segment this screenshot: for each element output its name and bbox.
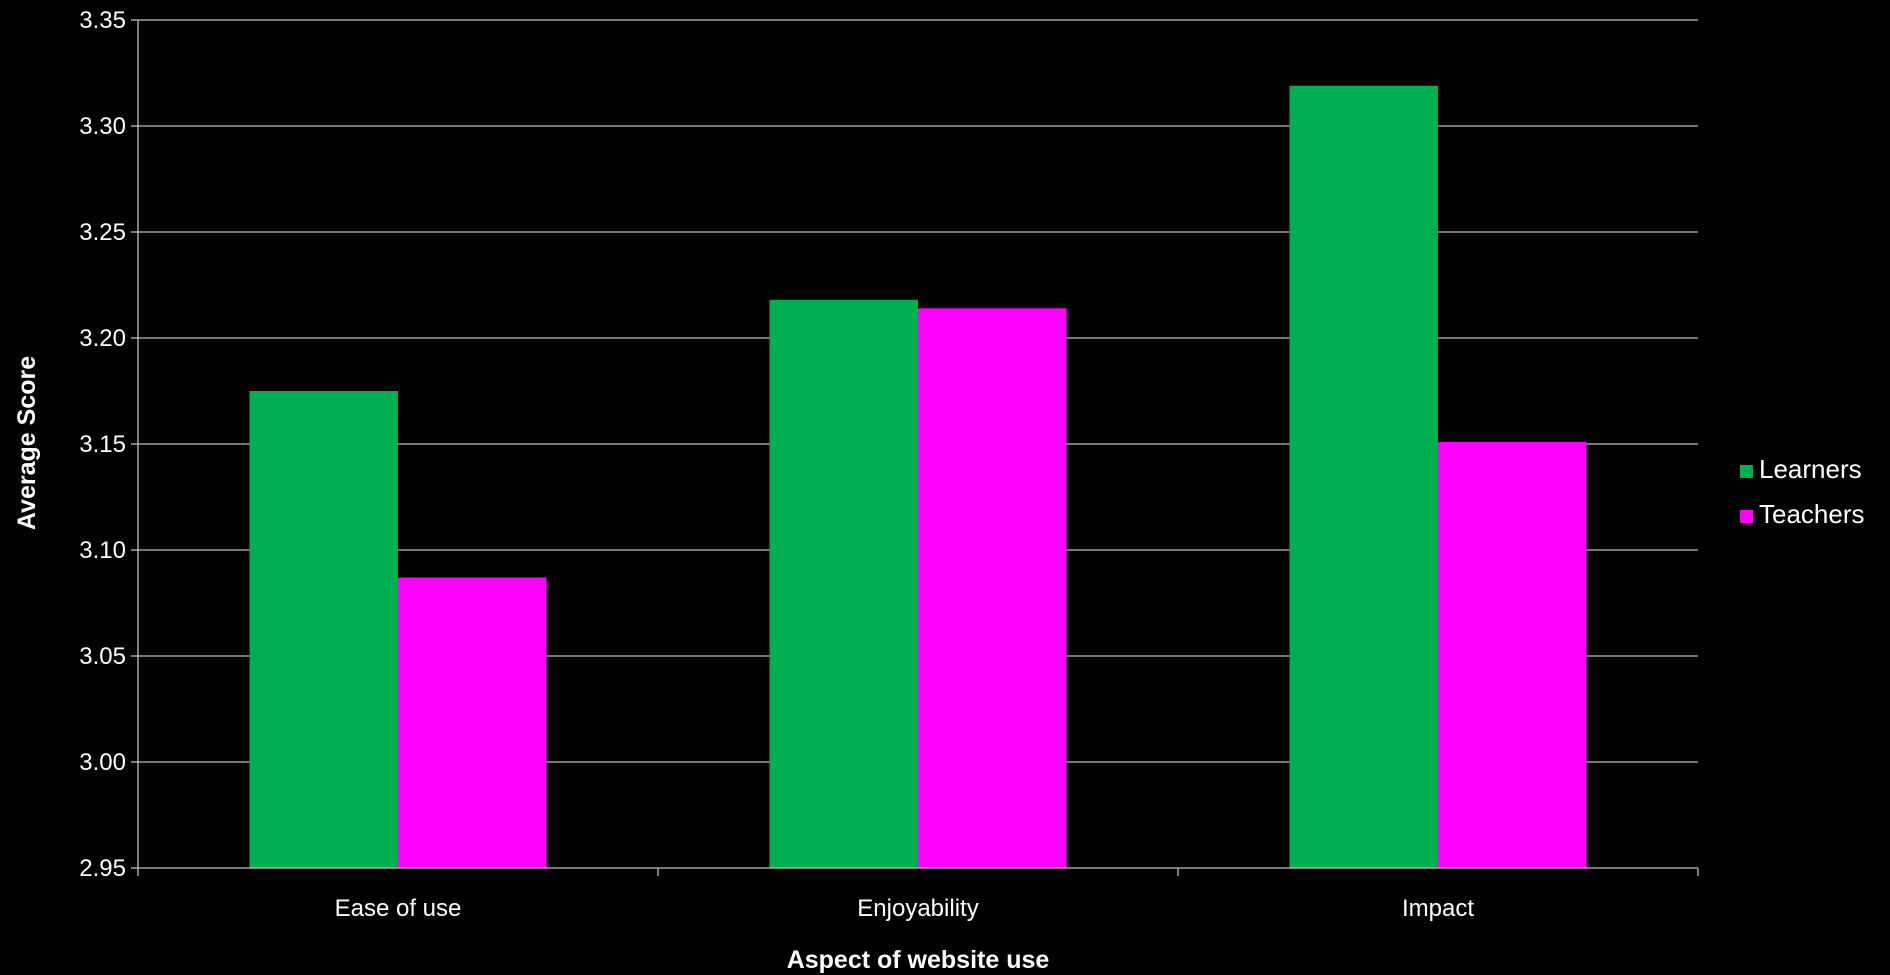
x-tick-label: Impact [1402, 895, 1474, 922]
legend-swatch-learners [1740, 465, 1753, 478]
bars [249, 85, 1587, 869]
y-tick-label: 3.15 [79, 431, 126, 458]
legend-label-learners: Learners [1759, 454, 1862, 484]
y-axis-title: Average Score [13, 356, 41, 530]
bar-learners-3 [1289, 85, 1438, 869]
y-tick-labels: 2.95 3.00 3.05 3.10 3.15 3.20 3.25 3.30 3.35 [79, 7, 126, 882]
y-tick-label: 3.30 [79, 113, 126, 140]
y-tick-label: 3.25 [79, 219, 126, 246]
axes [131, 19, 1699, 876]
legend: Learners Teachers [1740, 454, 1865, 529]
bar-teachers-3 [1438, 441, 1587, 868]
legend-swatch-teachers [1740, 510, 1753, 523]
x-axis-title: Aspect of website use [787, 946, 1050, 974]
bar-teachers-1 [398, 577, 547, 868]
x-tick-labels: Ease of use Enjoyability Impact [335, 895, 1475, 922]
y-tick-label: 3.20 [79, 325, 126, 352]
bar-learners-1 [249, 391, 398, 868]
y-tick-label: 2.95 [79, 855, 126, 882]
legend-label-teachers: Teachers [1759, 499, 1865, 529]
y-tick-label: 3.00 [79, 749, 126, 776]
bar-teachers-2 [918, 308, 1067, 868]
y-tick-label: 3.35 [79, 7, 126, 34]
y-tick-label: 3.05 [79, 643, 126, 670]
y-tick-label: 3.10 [79, 537, 126, 564]
bar-learners-2 [769, 299, 918, 869]
x-tick-label: Ease of use [335, 895, 462, 922]
x-tick-label: Enjoyability [857, 895, 978, 922]
